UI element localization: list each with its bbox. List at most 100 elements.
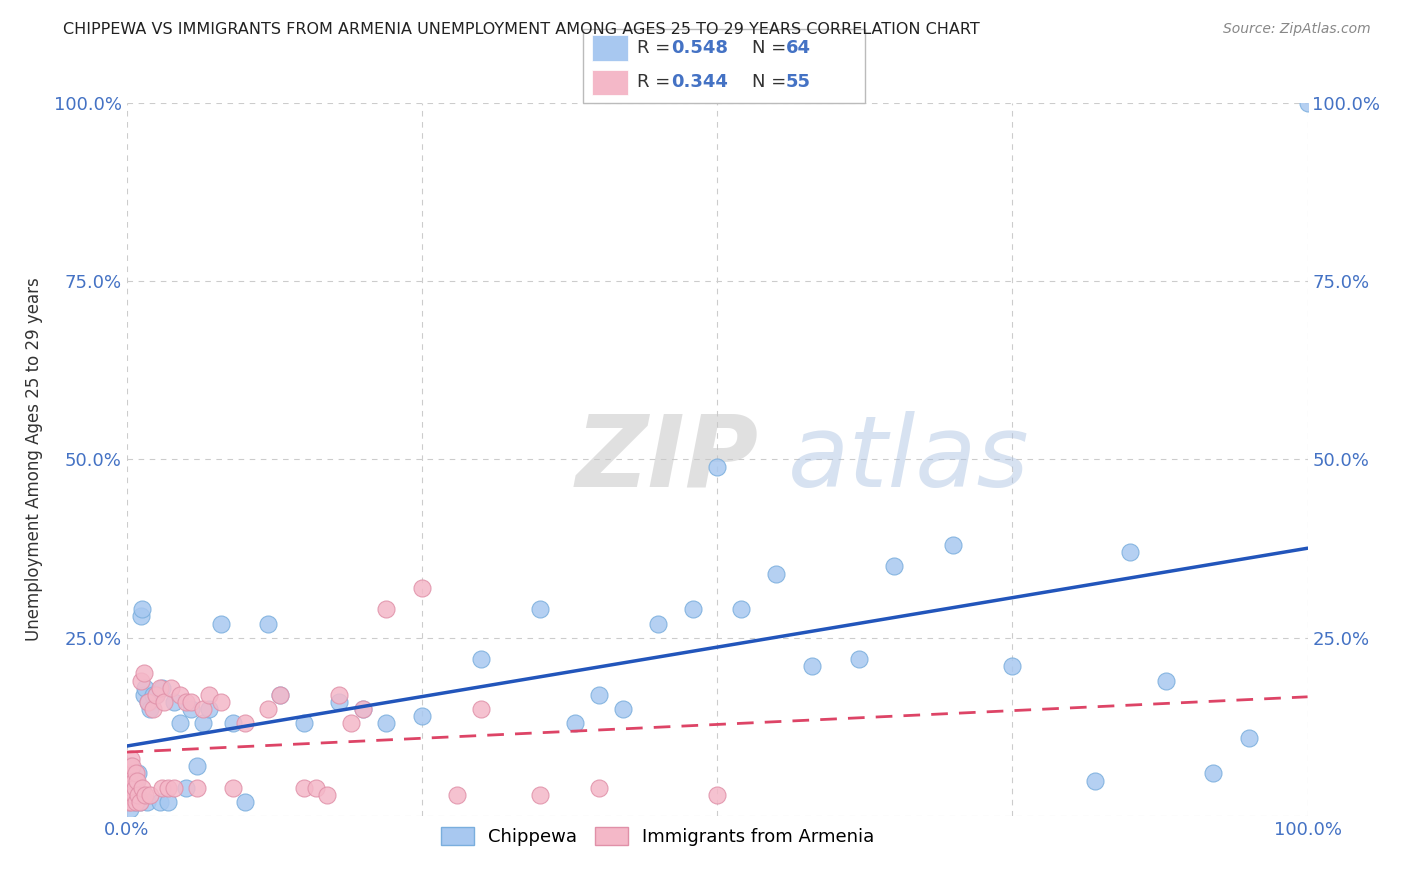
Point (375, 602, 398, 616)
Point (129, 673, 152, 688)
Point (169, 688, 191, 702)
Point (186, 759, 208, 773)
Point (564, 716, 586, 731)
Point (145, 688, 167, 702)
Point (470, 652, 492, 666)
Point (121, 780, 143, 795)
Point (163, 780, 186, 795)
Point (127, 773, 149, 788)
Point (156, 795, 179, 809)
Point (257, 702, 280, 716)
Point (120, 795, 142, 809)
Point (1237, 731, 1260, 745)
Point (352, 702, 374, 716)
Point (352, 702, 374, 716)
Point (233, 795, 256, 809)
Point (588, 780, 610, 795)
Point (588, 688, 610, 702)
Y-axis label: Unemployment Among Ages 25 to 29 years: Unemployment Among Ages 25 to 29 years (24, 277, 42, 641)
Text: CHIPPEWA VS IMMIGRANTS FROM ARMENIA UNEMPLOYMENT AMONG AGES 25 TO 29 YEARS CORRE: CHIPPEWA VS IMMIGRANTS FROM ARMENIA UNEM… (63, 22, 980, 37)
Point (153, 695, 176, 709)
Point (682, 602, 704, 616)
Point (127, 788, 149, 802)
Point (125, 795, 148, 809)
Point (375, 716, 398, 731)
Point (612, 702, 634, 716)
Point (131, 780, 153, 795)
Point (149, 681, 172, 695)
Point (127, 788, 149, 802)
Point (139, 788, 162, 802)
Point (117, 773, 139, 788)
Point (156, 780, 179, 795)
Point (141, 702, 163, 716)
Point (304, 780, 326, 795)
Point (120, 766, 142, 780)
Point (124, 795, 146, 809)
Point (269, 688, 291, 702)
Point (120, 788, 142, 802)
Text: Source: ZipAtlas.com: Source: ZipAtlas.com (1223, 22, 1371, 37)
Text: 0.548: 0.548 (671, 39, 728, 57)
Legend: Chippewa, Immigrants from Armenia: Chippewa, Immigrants from Armenia (434, 820, 882, 854)
FancyBboxPatch shape (592, 70, 628, 95)
Point (122, 788, 145, 802)
Point (180, 702, 202, 716)
Point (134, 788, 156, 802)
Point (128, 795, 150, 809)
Point (233, 716, 256, 731)
Point (124, 780, 146, 795)
Point (706, 459, 728, 474)
Point (340, 716, 363, 731)
Point (118, 795, 141, 809)
Point (169, 716, 191, 731)
Point (122, 773, 145, 788)
Point (186, 780, 208, 795)
Point (149, 795, 172, 809)
Point (198, 702, 221, 716)
Point (120, 802, 142, 816)
Point (209, 695, 232, 709)
Point (411, 709, 433, 723)
Point (129, 609, 152, 624)
Point (292, 716, 315, 731)
Point (1119, 545, 1142, 559)
Point (1084, 773, 1107, 788)
Point (121, 766, 143, 780)
Point (145, 688, 167, 702)
Point (117, 795, 139, 809)
Point (209, 616, 232, 631)
Point (120, 759, 142, 773)
Point (134, 688, 156, 702)
Point (411, 581, 433, 595)
Point (1202, 766, 1225, 780)
Point (470, 702, 492, 716)
Point (118, 759, 141, 773)
Point (150, 681, 173, 695)
Point (1154, 673, 1177, 688)
Point (118, 773, 141, 788)
Point (222, 716, 245, 731)
Point (136, 695, 159, 709)
Point (328, 688, 350, 702)
Point (446, 788, 468, 802)
Point (174, 695, 197, 709)
Point (1296, 95, 1319, 110)
Point (942, 538, 965, 552)
Point (125, 766, 148, 780)
Point (800, 659, 823, 673)
Point (647, 616, 669, 631)
Text: R =: R = (637, 73, 676, 92)
Point (257, 616, 280, 631)
Point (529, 602, 551, 616)
Point (193, 716, 215, 731)
Point (316, 788, 339, 802)
Point (128, 795, 150, 809)
Point (120, 780, 142, 795)
Point (139, 702, 162, 716)
Point (121, 788, 143, 802)
Point (134, 681, 156, 695)
Point (120, 788, 142, 802)
Point (163, 695, 186, 709)
FancyBboxPatch shape (592, 36, 628, 61)
